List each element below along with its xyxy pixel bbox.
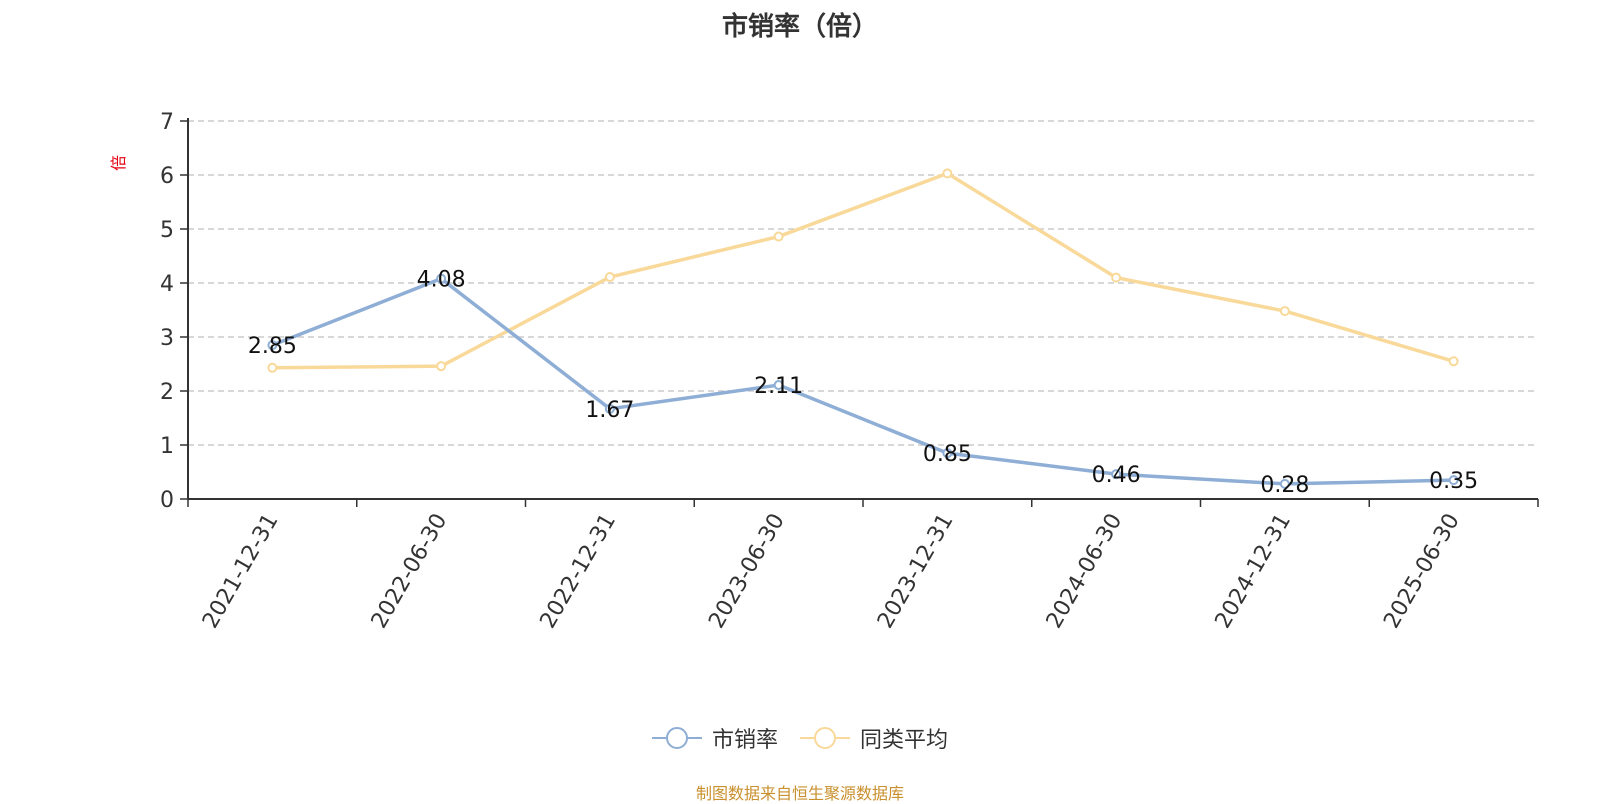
data-label-0-5: 0.46 xyxy=(1092,463,1141,488)
y-tick-label-5: 5 xyxy=(160,218,174,243)
series-0-point-7 xyxy=(1448,475,1459,486)
data-label-0-6: 0.28 xyxy=(1260,473,1309,498)
y-tick-label-0: 0 xyxy=(160,488,174,513)
data-label-0-2: 1.67 xyxy=(585,398,634,423)
series-0-point-4 xyxy=(942,448,953,459)
series-1-point-0 xyxy=(267,362,278,373)
data-label-0-4: 0.85 xyxy=(923,442,972,467)
x-tick-label-3: 2023-06-30 xyxy=(704,510,790,633)
series-1-point-1 xyxy=(436,361,447,372)
y-tick-label-2: 2 xyxy=(160,380,174,405)
series-0-point-0 xyxy=(267,340,278,351)
y-tick-label-6: 6 xyxy=(160,164,174,189)
x-tick-label-5: 2024-06-30 xyxy=(1042,510,1128,633)
series-0-point-1 xyxy=(436,273,447,284)
grid-lines xyxy=(188,120,1538,446)
series-1-point-5 xyxy=(1111,272,1122,283)
y-tick-label-4: 4 xyxy=(160,272,174,297)
series-line-1 xyxy=(272,171,1455,370)
chart-title: 市销率（倍） xyxy=(721,12,878,42)
series-0-point-2 xyxy=(604,403,615,414)
series-1-point-3 xyxy=(773,231,784,242)
x-tick-label-1: 2022-06-30 xyxy=(367,510,453,633)
data-label-0-3: 2.11 xyxy=(754,374,803,399)
legend-swatch-series-1 xyxy=(800,727,850,749)
legend-item-series-0[interactable]: 市销率 xyxy=(651,722,778,754)
axes: 0 1 2 3 4 5 6 7 倍 2021-12-31 2022-06-30 2022-12-31 2… xyxy=(109,110,1539,633)
x-tick-label-4: 2023-12-31 xyxy=(873,510,959,633)
y-axis-label: 倍 xyxy=(109,155,128,171)
data-label-0-0: 2.85 xyxy=(248,334,297,359)
series-1-point-7 xyxy=(1448,356,1459,367)
data-label-0-7: 0.35 xyxy=(1429,469,1478,494)
series-1-point-2 xyxy=(604,272,615,283)
x-tick-label-6: 2024-12-31 xyxy=(1210,510,1296,633)
x-tick-label-2: 2022-12-31 xyxy=(535,510,621,633)
series-1-point-6 xyxy=(1279,306,1290,317)
series-0-point-5 xyxy=(1111,469,1122,480)
y-tick-label-7: 7 xyxy=(160,110,174,135)
series-0-point-6 xyxy=(1279,478,1290,489)
y-tick-label-1: 1 xyxy=(160,434,174,459)
legend-label-series-0: 市销率 xyxy=(711,728,778,753)
data-labels: 2.85 4.08 1.67 2.11 0.85 0.46 0.28 0.35 xyxy=(248,268,1478,498)
series-1-point-4 xyxy=(942,168,953,179)
source-note: 制图数据来自恒生聚源数据库 xyxy=(695,784,904,803)
series xyxy=(267,168,1459,489)
series-line-0 xyxy=(271,276,1454,486)
y-tick-label-3: 3 xyxy=(160,326,174,351)
legend-label-series-1: 同类平均 xyxy=(860,728,949,753)
series-0-point-3 xyxy=(773,380,784,391)
x-tick-label-7: 2025-06-30 xyxy=(1379,510,1465,633)
legend-swatch-series-0 xyxy=(651,727,702,749)
x-tick-label-0: 2021-12-31 xyxy=(198,510,284,633)
legend-item-series-1[interactable]: 同类平均 xyxy=(800,722,948,754)
legend: 市销率 同类平均 xyxy=(0,722,1600,754)
data-label-0-1: 4.08 xyxy=(417,268,466,293)
